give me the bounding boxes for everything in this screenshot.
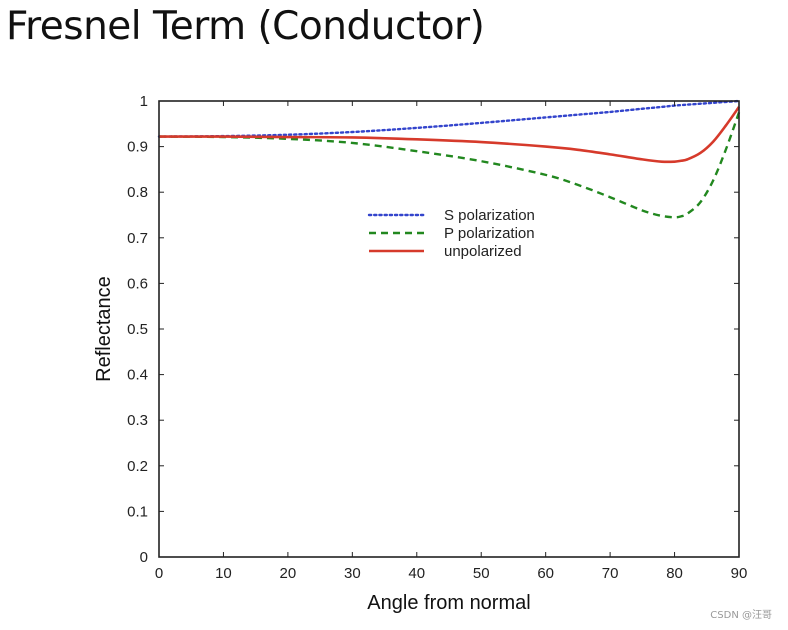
legend-label-p-polarization: P polarization <box>444 225 535 242</box>
y-tick-label: 0.7 <box>127 230 148 247</box>
x-tick-label: 20 <box>280 565 297 582</box>
series-line-s-polarization <box>157 99 741 138</box>
plot-frame <box>158 100 740 558</box>
y-tick-label: 1 <box>140 93 148 110</box>
x-tick-label: 50 <box>473 565 490 582</box>
y-tick-label: 0.8 <box>127 184 148 201</box>
x-tick-label: 70 <box>602 565 619 582</box>
x-tick-label: 0 <box>155 565 163 582</box>
y-tick-label: 0.6 <box>127 275 148 292</box>
x-tick-label: 10 <box>215 565 232 582</box>
page-title: Fresnel Term (Conductor) <box>6 4 485 49</box>
y-tick-label: 0.4 <box>127 367 148 384</box>
y-tick-label: 0.9 <box>127 139 148 156</box>
x-tick-label: 30 <box>344 565 361 582</box>
x-tick-label: 40 <box>408 565 425 582</box>
y-tick-label: 0.1 <box>127 503 148 520</box>
y-axis-label: Reflectance <box>93 276 115 382</box>
x-tick-label: 80 <box>666 565 683 582</box>
legend-label-s-polarization: S polarization <box>444 207 535 224</box>
legend-label-unpolarized: unpolarized <box>444 243 522 260</box>
series-line-unpolarized <box>158 106 741 164</box>
x-tick-label: 90 <box>731 565 748 582</box>
y-tick-label: 0.2 <box>127 458 148 475</box>
x-tick-label: 60 <box>537 565 554 582</box>
y-tick-label: 0.3 <box>127 412 148 429</box>
y-tick-label: 0.5 <box>127 321 148 338</box>
y-tick-label: 0 <box>140 549 148 566</box>
watermark: CSDN @汪哥 <box>710 609 772 621</box>
x-axis-label: Angle from normal <box>367 592 530 614</box>
series-line-p-polarization <box>158 111 741 219</box>
